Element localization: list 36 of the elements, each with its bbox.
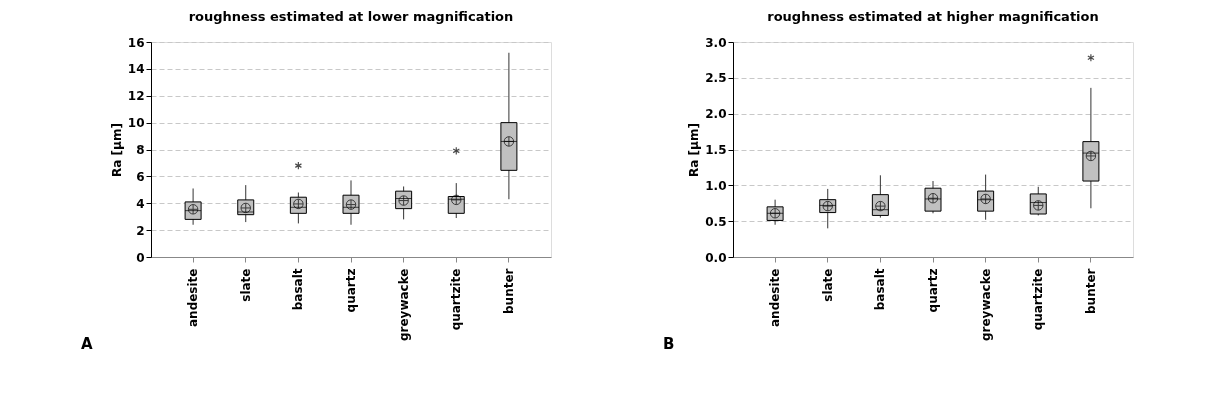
x-tick-label: quartz — [926, 268, 940, 313]
x-tick-label: greywacke — [978, 268, 993, 342]
y-tick-label: 1.0 — [705, 178, 727, 193]
y-tick-label: 2.5 — [705, 71, 727, 86]
text: A — [81, 335, 93, 353]
y-tick-label: 0.5 — [705, 214, 727, 229]
y-axis-title: Ra [µm] — [687, 123, 702, 177]
y-tick-label: 3.0 — [705, 35, 727, 50]
y-tick-label: 0.0 — [705, 250, 727, 265]
y-tick-label: 10 — [127, 116, 145, 131]
y-tick-label: 14 — [127, 62, 145, 77]
text: B — [663, 335, 675, 353]
y-tick-label: 2 — [136, 223, 145, 238]
y-axis-title: Ra [µm] — [109, 123, 124, 177]
x-tick-label: quartz — [344, 268, 358, 313]
y-tick-label: 4 — [136, 196, 145, 211]
y-tick-label: 2.0 — [705, 107, 727, 122]
y-tick-label: 1.5 — [705, 143, 727, 157]
x-tick-label: basalt — [873, 268, 888, 311]
y-tick-label: 0 — [136, 250, 145, 265]
y-tick-label: 8 — [136, 143, 145, 157]
y-tick-label: 16 — [127, 35, 145, 50]
y-tick-label: 6 — [136, 169, 145, 184]
chart-title: roughness estimated at higher magnification — [767, 9, 1099, 24]
x-tick-label: bunter — [1083, 268, 1098, 314]
x-tick-label: andesite — [768, 268, 783, 327]
x-tick-label: slate — [820, 268, 835, 302]
x-tick-label: basalt — [291, 268, 306, 311]
y-tick-label: 12 — [127, 89, 145, 104]
chart-title: roughness estimated at lower magnification — [188, 9, 514, 24]
x-tick-label: slate — [238, 268, 253, 302]
x-tick-label: andesite — [186, 268, 201, 327]
x-tick-label: quartzite — [449, 268, 464, 331]
x-tick-label: greywacke — [396, 268, 411, 342]
x-tick-label: quartzite — [1031, 268, 1046, 331]
x-tick-label: bunter — [501, 268, 516, 314]
